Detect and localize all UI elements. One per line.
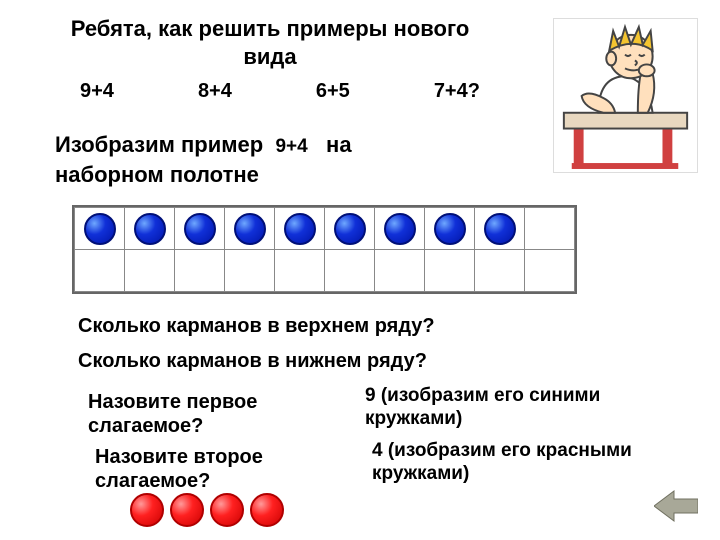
red-circles-group <box>130 493 284 527</box>
grid-cell <box>475 208 525 250</box>
grid-cell <box>75 250 125 292</box>
grid-cell <box>375 250 425 292</box>
blue-counter-icon <box>134 213 166 245</box>
grid-cell <box>175 250 225 292</box>
blue-counter-icon <box>184 213 216 245</box>
grid-cell <box>225 208 275 250</box>
answer-4: 4 (изобразим его красными кружками) <box>372 440 632 486</box>
examples-row: 9+4 8+4 6+5 7+4? <box>80 80 480 103</box>
back-arrow-button[interactable] <box>654 489 698 528</box>
example-3: 6+5 <box>316 80 350 103</box>
grid-cell <box>525 250 575 292</box>
grid-cell <box>425 250 475 292</box>
subtitle-pre: Изобразим пример <box>55 132 263 157</box>
question-4: Назовите второе слагаемое? <box>95 445 325 493</box>
blue-counter-icon <box>84 213 116 245</box>
grid-cell <box>175 208 225 250</box>
blue-counter-icon <box>284 213 316 245</box>
red-counter-icon <box>170 493 204 527</box>
blue-counter-icon <box>234 213 266 245</box>
red-counter-icon <box>250 493 284 527</box>
grid-cell <box>125 208 175 250</box>
subtitle: Изобразим пример 9+4 на наборном полотне <box>55 130 455 189</box>
grid-cell <box>325 208 375 250</box>
grid-cell <box>325 250 375 292</box>
example-1: 9+4 <box>80 80 114 103</box>
red-counter-icon <box>210 493 244 527</box>
blue-counter-icon <box>334 213 366 245</box>
example-2: 8+4 <box>198 80 232 103</box>
question-1: Сколько карманов в верхнем ряду? <box>78 315 435 338</box>
grid-cell <box>75 208 125 250</box>
grid-cell <box>225 250 275 292</box>
grid-cell <box>375 208 425 250</box>
page-title: Ребята, как решить примеры нового вида <box>60 15 480 70</box>
example-4: 7+4? <box>434 80 480 103</box>
grid-cell <box>275 250 325 292</box>
grid-cell <box>425 208 475 250</box>
grid-cell <box>475 250 525 292</box>
subtitle-example: 9+4 <box>275 136 307 157</box>
grid-table <box>74 207 575 292</box>
blue-counter-icon <box>484 213 516 245</box>
grid-cell <box>525 208 575 250</box>
answer-3: 9 (изобразим его синими кружками) <box>365 385 635 431</box>
grid-cell <box>125 250 175 292</box>
question-3: Назовите первое слагаемое? <box>88 390 318 438</box>
grid-cell <box>275 208 325 250</box>
boy-at-desk-illustration <box>553 18 698 173</box>
question-2: Сколько карманов в нижнем ряду? <box>78 350 427 373</box>
back-arrow-icon <box>654 489 698 523</box>
blue-counter-icon <box>434 213 466 245</box>
blue-counter-icon <box>384 213 416 245</box>
red-counter-icon <box>130 493 164 527</box>
counting-grid <box>72 205 577 294</box>
